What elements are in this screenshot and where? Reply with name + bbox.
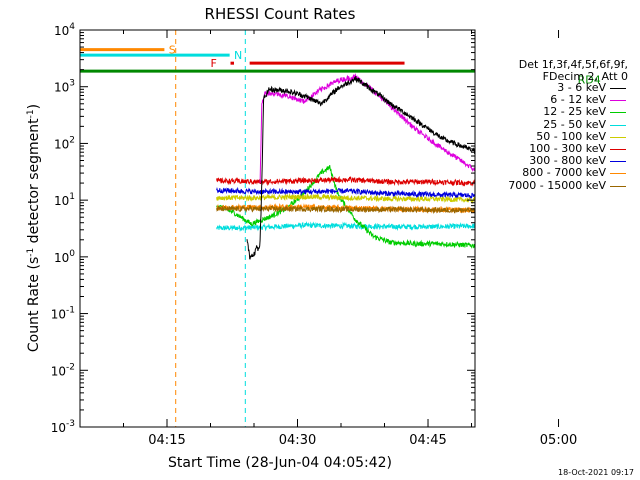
legend-label: 800 - 7000 keV xyxy=(522,166,606,180)
legend-swatch xyxy=(610,100,626,102)
series-line-50-100-kev xyxy=(216,192,475,205)
status-label-rd4: RD4 xyxy=(578,74,601,87)
series-line-800-7000-kev xyxy=(216,203,475,214)
legend-label: 12 - 25 keV xyxy=(543,105,606,119)
legend-label: 3 - 6 keV xyxy=(557,81,606,94)
chart-title: RHESSI Count Rates xyxy=(205,5,356,23)
y-tick-label: 10-1 xyxy=(51,306,75,322)
legend-label: 300 - 800 keV xyxy=(529,154,606,168)
y-tick-label: 10-3 xyxy=(51,419,75,435)
x-tick-label: 05:00 xyxy=(540,433,577,448)
y-tick-label: 103 xyxy=(54,79,75,95)
legend-label: 6 - 12 keV xyxy=(550,93,606,107)
legend-swatch xyxy=(610,161,626,163)
plot-frame xyxy=(79,29,476,428)
x-tick-label: 04:45 xyxy=(409,433,446,448)
legend-item: 300 - 800 keV xyxy=(478,155,628,167)
legend-swatch xyxy=(610,185,626,187)
series-line-100-300-kev xyxy=(216,175,475,187)
legend-label: 25 - 50 keV xyxy=(543,117,606,131)
legend-title-line1: Det 1f,3f,4f,5f,6f,9f, xyxy=(518,58,628,71)
legend-item: 100 - 300 keV xyxy=(478,143,628,155)
legend-item: 7000 - 15000 keV xyxy=(478,178,628,192)
legend-item: 800 - 7000 keV xyxy=(478,167,628,179)
series-line-7000-15000-kev xyxy=(216,204,475,215)
x-tick-label: 04:15 xyxy=(148,433,185,448)
status-label-s: S xyxy=(169,44,176,57)
legend-item: 6 - 12 keV xyxy=(478,94,628,106)
x-axis-label: Start Time (28-Jun-04 04:05:42) xyxy=(168,455,392,471)
y-tick-label: 102 xyxy=(54,135,75,151)
legend-swatch xyxy=(610,136,626,138)
status-label-f: F xyxy=(211,57,217,70)
legend-swatch xyxy=(610,112,626,114)
series-line-12-25-kev xyxy=(216,164,475,249)
legend-label: 100 - 300 keV xyxy=(529,142,606,155)
legend-label: 50 - 100 keV xyxy=(536,129,606,143)
series-line-25-50-kev xyxy=(216,221,475,233)
series-line-6-12-kev xyxy=(259,73,475,184)
x-tick-label: 04:30 xyxy=(279,433,316,448)
legend-swatch xyxy=(610,124,626,126)
y-tick-label: 104 xyxy=(54,22,75,38)
legend-item: 12 - 25 keV xyxy=(478,106,628,118)
status-label-n: N xyxy=(234,49,242,62)
series-line-3-6-kev xyxy=(246,75,475,260)
legend-swatch xyxy=(610,88,626,89)
y-tick-label: 10-2 xyxy=(51,362,75,378)
series-line-300-800-kev xyxy=(216,186,475,199)
legend-swatch xyxy=(610,149,626,150)
legend-title-line2: FDecim 2, Att 0 xyxy=(542,70,628,83)
legend-item: 50 - 100 keV xyxy=(478,129,628,143)
legend-swatch xyxy=(610,173,626,175)
legend-item: 3 - 6 keV xyxy=(478,82,628,94)
y-tick-label: 101 xyxy=(54,192,75,208)
legend-label: 7000 - 15000 keV xyxy=(508,178,606,192)
y-tick-label: 100 xyxy=(54,249,75,265)
legend-item: 25 - 50 keV xyxy=(478,117,628,131)
y-axis-label: Count Rate (s-1 detector segment-1) xyxy=(26,104,42,352)
timestamp: 18-Oct-2021 09:17 xyxy=(558,468,634,477)
